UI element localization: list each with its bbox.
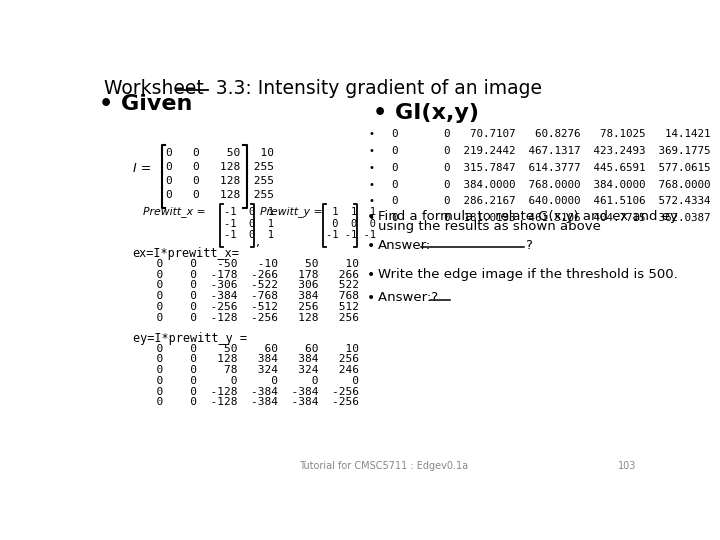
Text: ey=I*prewitt_y =: ey=I*prewitt_y = <box>132 332 247 345</box>
Text: 0    0     0     0     0     0: 0 0 0 0 0 0 <box>143 376 359 386</box>
Text: 0    0  -256  -512   256   512: 0 0 -256 -512 256 512 <box>143 302 359 312</box>
Text: 0    0  -128  -256   128   256: 0 0 -128 -256 128 256 <box>143 313 359 323</box>
Text: 0       0  219.2442  467.1317  423.2493  369.1775: 0 0 219.2442 467.1317 423.2493 369.1775 <box>379 146 711 156</box>
Text: -1 -1 -1: -1 -1 -1 <box>326 231 377 240</box>
Text: Prewitt_y =: Prewitt_y = <box>261 206 323 217</box>
Text: •: • <box>369 197 375 206</box>
Text: •: • <box>366 239 375 253</box>
Text: 0   0    50   10: 0 0 50 10 <box>166 148 274 158</box>
Text: 0    0  -178  -266   178   266: 0 0 -178 -266 178 266 <box>143 269 359 280</box>
Text: •: • <box>366 291 375 305</box>
Text: •: • <box>369 179 375 190</box>
Text: • GI(x,y): • GI(x,y) <box>373 103 479 123</box>
Text: Answer:?: Answer:? <box>377 291 442 304</box>
Text: Write the edge image if the threshold is 500.: Write the edge image if the threshold is… <box>377 268 678 281</box>
Text: -1  0  1: -1 0 1 <box>224 219 274 229</box>
Text: •: • <box>369 129 375 139</box>
Text: 0    0   128   384   384   256: 0 0 128 384 384 256 <box>143 354 359 364</box>
Text: 0   0   128  255: 0 0 128 255 <box>166 162 274 172</box>
Text: 1  1  1: 1 1 1 <box>326 207 377 217</box>
Text: •: • <box>369 146 375 156</box>
Text: 0       0  384.0000  768.0000  384.0000  768.0000: 0 0 384.0000 768.0000 384.0000 768.0000 <box>379 179 711 190</box>
Text: 0    0  -128  -384  -384  -256: 0 0 -128 -384 -384 -256 <box>143 397 359 408</box>
Text: using the results as shown above: using the results as shown above <box>377 220 600 233</box>
Text: 0   0   128  255: 0 0 128 255 <box>166 176 274 186</box>
Text: ,: , <box>256 236 260 249</box>
Text: •: • <box>366 268 375 282</box>
Text: •: • <box>369 213 375 224</box>
Text: 0       0  181.0193  461.5106  404.7715  362.0387: 0 0 181.0193 461.5106 404.7715 362.0387 <box>379 213 711 224</box>
Text: • Given: • Given <box>99 94 193 114</box>
Text: 0    0    50    60    60    10: 0 0 50 60 60 10 <box>143 343 359 354</box>
Text: 0    0    78   324   324   246: 0 0 78 324 324 246 <box>143 365 359 375</box>
Text: Answer:: Answer: <box>377 239 431 252</box>
Text: 0    0  -306  -522   306   522: 0 0 -306 -522 306 522 <box>143 280 359 291</box>
Text: -1  0  1: -1 0 1 <box>224 207 274 217</box>
Text: I =: I = <box>132 162 151 176</box>
Text: Tutorial for CMSC5711 : Edgev0.1a: Tutorial for CMSC5711 : Edgev0.1a <box>300 461 469 471</box>
Text: ?: ? <box>525 239 531 252</box>
Text: Prewitt_x =: Prewitt_x = <box>143 206 205 217</box>
Text: 0       0  286.2167  640.0000  461.5106  572.4334: 0 0 286.2167 640.0000 461.5106 572.4334 <box>379 197 711 206</box>
Text: 0       0  315.7847  614.3777  445.6591  577.0615: 0 0 315.7847 614.3777 445.6591 577.0615 <box>379 163 711 173</box>
Text: 0  0  0: 0 0 0 <box>326 219 377 229</box>
Text: •: • <box>369 163 375 173</box>
Text: 103: 103 <box>618 461 636 471</box>
Text: 0   0   128  255: 0 0 128 255 <box>166 190 274 200</box>
Text: Find a formula to relate G(x,y) and ex and ey: Find a formula to relate G(x,y) and ex a… <box>377 210 678 222</box>
Text: 0    0   -50   -10    50    10: 0 0 -50 -10 50 10 <box>143 259 359 269</box>
Text: 0       0   70.7107   60.8276   78.1025   14.1421: 0 0 70.7107 60.8276 78.1025 14.1421 <box>379 129 711 139</box>
Text: 0    0  -384  -768   384   768: 0 0 -384 -768 384 768 <box>143 291 359 301</box>
Text: 0    0  -128  -384  -384  -256: 0 0 -128 -384 -384 -256 <box>143 387 359 397</box>
Text: -1  0  1: -1 0 1 <box>224 231 274 240</box>
Text: Worksheet  3.3: Intensity gradient of an image: Worksheet 3.3: Intensity gradient of an … <box>104 79 542 98</box>
Text: •: • <box>366 210 375 224</box>
Text: ex=I*prewitt_x=: ex=I*prewitt_x= <box>132 247 240 260</box>
